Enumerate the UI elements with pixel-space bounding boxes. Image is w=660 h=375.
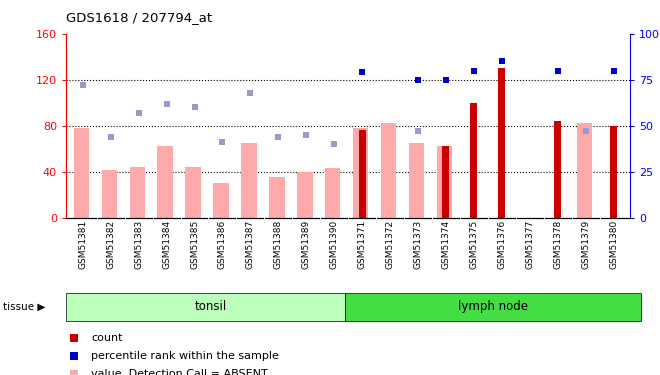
Bar xyxy=(358,130,366,218)
Bar xyxy=(498,68,506,218)
Bar xyxy=(381,123,397,218)
Text: GSM51386: GSM51386 xyxy=(218,220,227,269)
Text: GSM51374: GSM51374 xyxy=(442,220,450,269)
Text: GSM51387: GSM51387 xyxy=(246,220,255,269)
Bar xyxy=(442,146,449,218)
Text: GSM51390: GSM51390 xyxy=(330,220,339,269)
Text: GSM51379: GSM51379 xyxy=(581,220,590,269)
Text: GSM51375: GSM51375 xyxy=(469,220,478,269)
Text: GSM51383: GSM51383 xyxy=(134,220,143,269)
Text: GDS1618 / 207794_at: GDS1618 / 207794_at xyxy=(66,11,212,24)
Bar xyxy=(554,121,561,218)
Bar xyxy=(185,167,201,218)
Text: percentile rank within the sample: percentile rank within the sample xyxy=(91,351,279,361)
Text: GSM51385: GSM51385 xyxy=(190,220,199,269)
Text: value, Detection Call = ABSENT: value, Detection Call = ABSENT xyxy=(91,369,268,375)
Text: tissue ▶: tissue ▶ xyxy=(3,302,46,312)
Text: count: count xyxy=(91,333,123,343)
Bar xyxy=(213,183,229,218)
Bar xyxy=(74,128,89,218)
Text: GSM51389: GSM51389 xyxy=(302,220,311,269)
Text: GSM51373: GSM51373 xyxy=(413,220,422,269)
Bar xyxy=(437,146,452,218)
Bar xyxy=(345,292,642,321)
Text: GSM51381: GSM51381 xyxy=(79,220,87,269)
Text: GSM51376: GSM51376 xyxy=(497,220,506,269)
Bar xyxy=(66,292,345,321)
Bar xyxy=(325,168,341,217)
Bar xyxy=(242,143,257,218)
Text: tonsil: tonsil xyxy=(195,300,228,313)
Bar xyxy=(577,123,592,218)
Bar xyxy=(353,128,368,218)
Text: GSM51388: GSM51388 xyxy=(274,220,283,269)
Bar xyxy=(471,103,477,218)
Text: GSM51380: GSM51380 xyxy=(609,220,618,269)
Bar xyxy=(129,167,145,218)
Bar xyxy=(269,177,284,218)
Text: GSM51384: GSM51384 xyxy=(162,220,171,269)
Bar xyxy=(409,143,424,218)
Text: GSM51371: GSM51371 xyxy=(358,220,366,269)
Text: GSM51377: GSM51377 xyxy=(525,220,534,269)
Bar xyxy=(102,170,117,217)
Bar xyxy=(610,126,617,218)
Text: lymph node: lymph node xyxy=(459,300,529,313)
Text: GSM51382: GSM51382 xyxy=(106,220,116,269)
Bar xyxy=(297,172,313,217)
Text: GSM51378: GSM51378 xyxy=(553,220,562,269)
Text: GSM51372: GSM51372 xyxy=(385,220,395,269)
Bar xyxy=(158,146,173,218)
